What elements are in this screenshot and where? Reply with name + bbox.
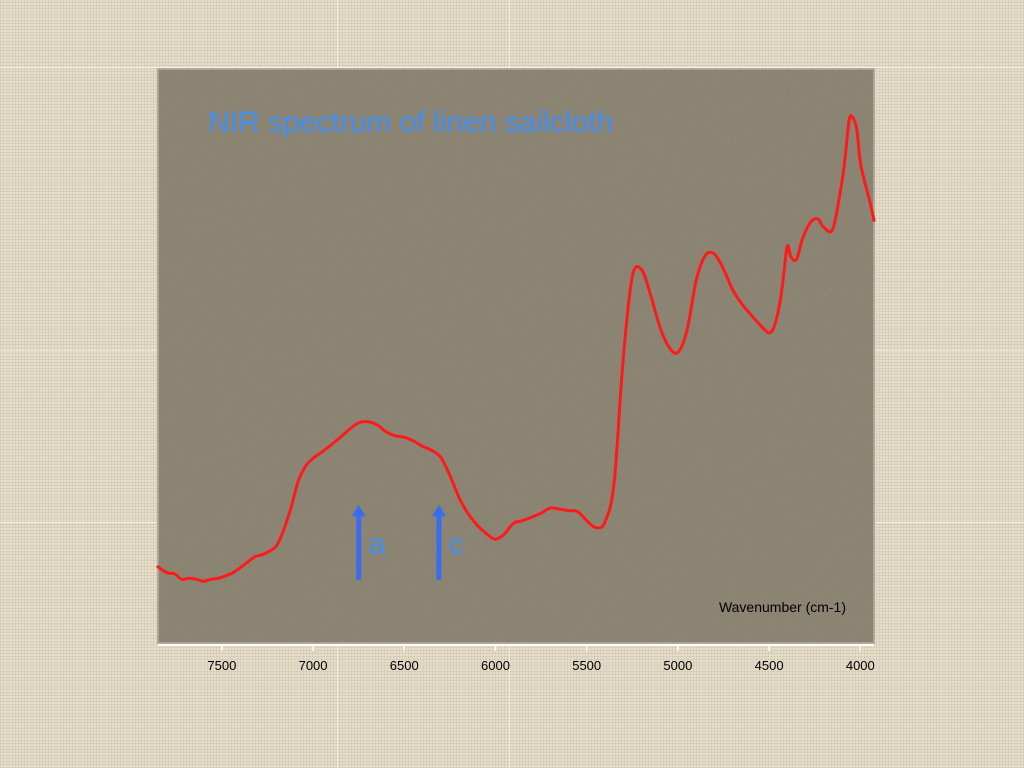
annotation-label-a: a [369, 528, 386, 561]
annotation-label-c: c [449, 528, 464, 561]
x-axis-label: Wavenumber (cm-1) [719, 599, 846, 615]
annotation-arrowhead-c [431, 504, 446, 517]
x-tick-label: 4000 [846, 658, 875, 673]
x-tick-label: 5500 [572, 658, 601, 673]
annotation-arrowhead-a [351, 504, 366, 517]
x-tick-label: 5000 [663, 658, 692, 673]
chart-title: NIR spectrum of linen sailcloth [208, 106, 613, 139]
background-tile-line [0, 67, 1024, 68]
x-axis: 7500 7000 6500 6000 5500 5000 4500 4000 [207, 645, 875, 673]
x-tick-label: 7500 [207, 658, 236, 673]
plot-texture [158, 69, 874, 643]
x-tick-label: 6000 [481, 658, 510, 673]
x-tick-label: 6500 [390, 658, 419, 673]
x-tick-label: 7000 [299, 658, 328, 673]
series-layer [156, 114, 876, 583]
spectrum-line [156, 114, 876, 583]
x-tick-label: 4500 [755, 658, 784, 673]
